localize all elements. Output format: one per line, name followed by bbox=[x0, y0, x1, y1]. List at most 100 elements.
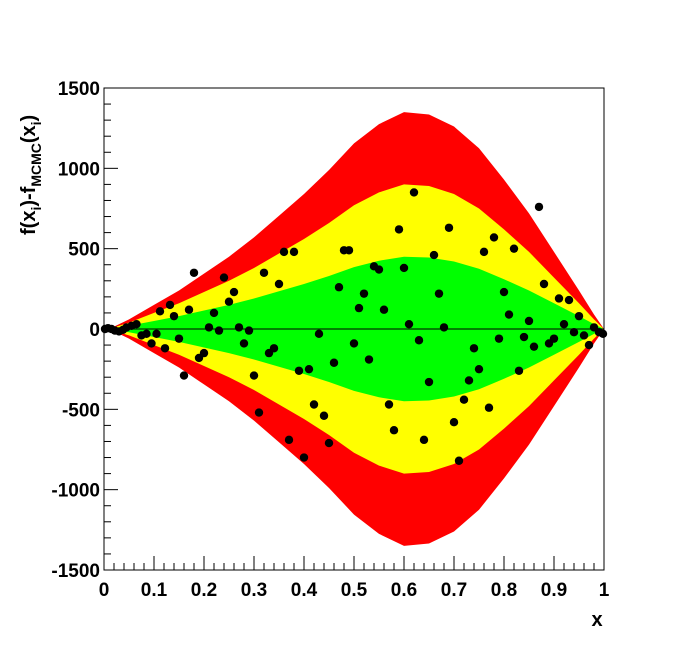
y-tick-label: -1000 bbox=[51, 481, 100, 502]
data-point bbox=[309, 400, 319, 409]
y-tick-label: 500 bbox=[68, 240, 100, 261]
x-tick-label: 0.1 bbox=[141, 580, 168, 601]
data-point bbox=[404, 319, 414, 329]
y-axis-title-part1: f(x bbox=[18, 211, 40, 235]
data-point bbox=[147, 339, 156, 348]
data-point bbox=[554, 294, 564, 303]
y-tick-label: -500 bbox=[62, 400, 100, 421]
y-tick-label: 1000 bbox=[58, 159, 100, 180]
y-axis-title-sub1: i bbox=[28, 207, 44, 211]
x-tick-label: 0.7 bbox=[441, 580, 467, 601]
data-point bbox=[598, 329, 608, 339]
data-point bbox=[214, 326, 224, 335]
data-point bbox=[394, 225, 404, 234]
data-point bbox=[384, 400, 394, 409]
data-point bbox=[344, 246, 354, 255]
data-point bbox=[189, 268, 199, 277]
y-tick-label: 1500 bbox=[58, 79, 100, 100]
data-point bbox=[429, 250, 439, 260]
data-point bbox=[274, 279, 284, 289]
data-point bbox=[234, 323, 244, 332]
data-point bbox=[349, 339, 359, 348]
y-axis-title: f(xi)-fMCMC(xi) bbox=[18, 115, 44, 235]
y-tick-label: -1500 bbox=[51, 561, 100, 582]
data-point bbox=[459, 395, 469, 404]
x-axis-title: x bbox=[591, 609, 602, 631]
y-axis-title-sub3: i bbox=[28, 121, 44, 125]
data-point bbox=[179, 371, 189, 380]
data-point bbox=[484, 403, 494, 412]
data-point bbox=[364, 355, 374, 364]
data-point bbox=[504, 310, 514, 319]
x-tick-label: 0 bbox=[99, 580, 110, 601]
y-tick-label: 0 bbox=[89, 320, 100, 341]
data-point bbox=[324, 438, 334, 448]
data-point bbox=[269, 344, 279, 353]
data-point bbox=[152, 329, 161, 339]
data-point bbox=[434, 289, 444, 298]
data-point bbox=[454, 456, 464, 465]
data-point bbox=[279, 247, 289, 257]
x-tick-label: 0.8 bbox=[491, 580, 517, 601]
data-point bbox=[239, 339, 249, 348]
data-point bbox=[354, 303, 364, 313]
data-point bbox=[389, 426, 399, 435]
data-point bbox=[574, 311, 584, 321]
data-point bbox=[424, 377, 434, 387]
y-axis-title-sub2: MCMC bbox=[28, 143, 44, 187]
data-point bbox=[259, 268, 269, 277]
data-point bbox=[299, 453, 309, 462]
data-point bbox=[489, 233, 499, 242]
data-point bbox=[294, 366, 304, 375]
data-point bbox=[304, 364, 314, 374]
data-point bbox=[224, 297, 234, 306]
data-point bbox=[444, 223, 454, 232]
data-point bbox=[284, 435, 294, 445]
data-point bbox=[534, 202, 544, 212]
data-point bbox=[314, 329, 324, 339]
data-point bbox=[334, 283, 344, 292]
data-point bbox=[494, 334, 504, 343]
data-point bbox=[219, 273, 229, 282]
data-point bbox=[569, 328, 579, 337]
data-point bbox=[155, 307, 165, 316]
data-point bbox=[479, 247, 489, 257]
data-point bbox=[359, 289, 369, 298]
data-point bbox=[132, 319, 141, 329]
x-axis: 0 0.1 0.2 0.3 0.4 0.5 0.6 0.7 0.8 0.9 1 bbox=[99, 556, 610, 601]
x-tick-label: 0.5 bbox=[341, 580, 368, 601]
data-point bbox=[174, 334, 184, 343]
data-point bbox=[584, 340, 594, 350]
x-tick-label: 0.9 bbox=[541, 580, 567, 601]
data-point bbox=[579, 331, 589, 340]
data-point bbox=[529, 342, 539, 351]
data-point bbox=[165, 300, 175, 310]
data-point bbox=[469, 344, 479, 353]
data-point bbox=[229, 287, 239, 297]
data-point bbox=[319, 411, 329, 420]
data-point bbox=[289, 247, 299, 257]
y-axis-title-part2: )-f bbox=[18, 186, 40, 206]
data-point bbox=[509, 244, 519, 253]
data-point bbox=[559, 319, 569, 329]
data-point bbox=[249, 371, 259, 380]
data-point bbox=[244, 326, 254, 335]
data-point bbox=[419, 435, 429, 445]
x-tick-label: 0.3 bbox=[241, 580, 267, 601]
data-point bbox=[254, 408, 264, 417]
data-point bbox=[204, 323, 214, 332]
data-point bbox=[209, 308, 219, 318]
data-point bbox=[160, 344, 170, 353]
x-tick-label: 1 bbox=[599, 580, 610, 601]
data-point bbox=[449, 417, 459, 427]
data-point bbox=[184, 305, 194, 314]
x-tick-label: 0.6 bbox=[391, 580, 417, 601]
data-point bbox=[514, 366, 524, 375]
data-point bbox=[399, 263, 409, 273]
data-point bbox=[564, 295, 574, 305]
data-point bbox=[379, 305, 389, 314]
data-point bbox=[539, 279, 549, 289]
y-axis-title-part4: ) bbox=[18, 115, 40, 122]
data-point bbox=[499, 287, 509, 297]
